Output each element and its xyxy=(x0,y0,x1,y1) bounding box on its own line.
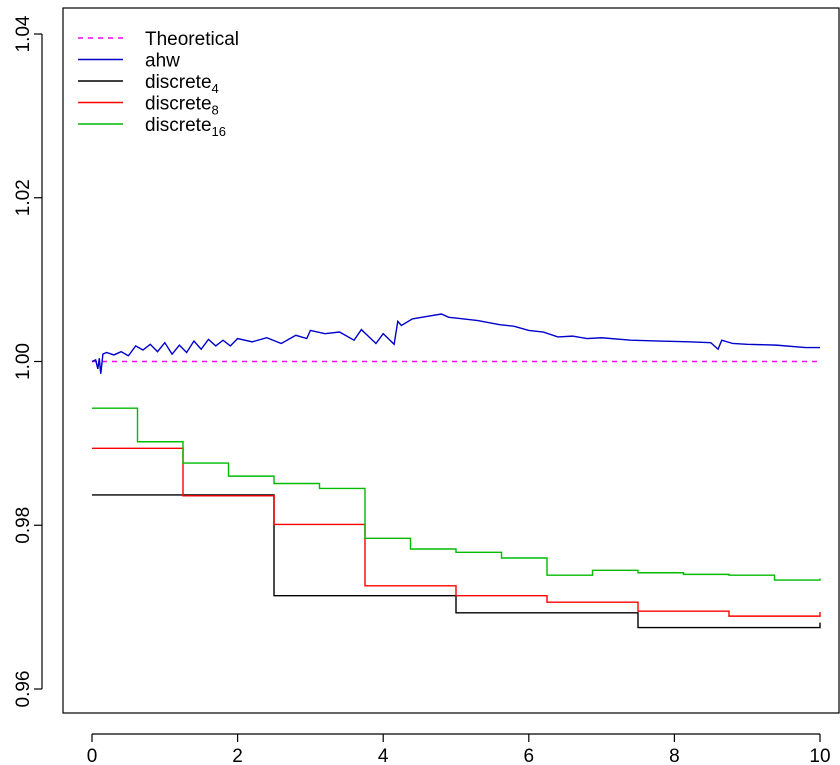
series-line-ahw xyxy=(91,313,820,374)
series-line-discrete16 xyxy=(92,407,821,581)
x-tick-label: 6 xyxy=(524,746,535,765)
y-tick-label: 1.04 xyxy=(13,15,34,52)
series-line-discrete8 xyxy=(92,447,821,617)
legend: Theoreticalahwdiscrete4discrete8discrete… xyxy=(78,29,239,139)
legend-label-discrete4: discrete4 xyxy=(145,72,219,96)
legend-label-discrete8: discrete8 xyxy=(145,94,219,118)
x-tick-label: 2 xyxy=(232,746,243,765)
legend-label-main: ahw xyxy=(145,51,180,72)
legend-label-subscript: 8 xyxy=(212,103,219,118)
x-tick-label: 4 xyxy=(378,746,389,765)
legend-label-subscript: 4 xyxy=(212,81,219,96)
y-tick-label: 1.00 xyxy=(13,343,34,380)
plot-frame xyxy=(62,7,840,714)
legend-label-subscript: 16 xyxy=(212,124,226,139)
axes: 0 2 4 6 8 10 0.96 0.98 1.00 1.02 1.04 xyxy=(13,7,840,765)
x-tick-label: 10 xyxy=(809,746,830,765)
x-tick-label: 8 xyxy=(669,746,680,765)
legend-label-main: discrete xyxy=(145,72,212,93)
plot-area xyxy=(91,313,821,629)
legend-label-main: discrete xyxy=(145,115,212,136)
y-tick-label: 1.02 xyxy=(13,179,34,216)
y-tick-label: 0.98 xyxy=(13,507,34,544)
legend-label-main: Theoretical xyxy=(145,29,239,50)
legend-label-discrete16: discrete16 xyxy=(145,115,226,139)
legend-label-theoretical: Theoretical xyxy=(145,29,239,50)
x-tick-label: 0 xyxy=(87,746,98,765)
y-tick-label: 0.96 xyxy=(13,671,34,708)
series-line-discrete4 xyxy=(92,494,821,629)
legend-label-main: discrete xyxy=(145,94,212,115)
legend-label-ahw: ahw xyxy=(145,51,180,72)
